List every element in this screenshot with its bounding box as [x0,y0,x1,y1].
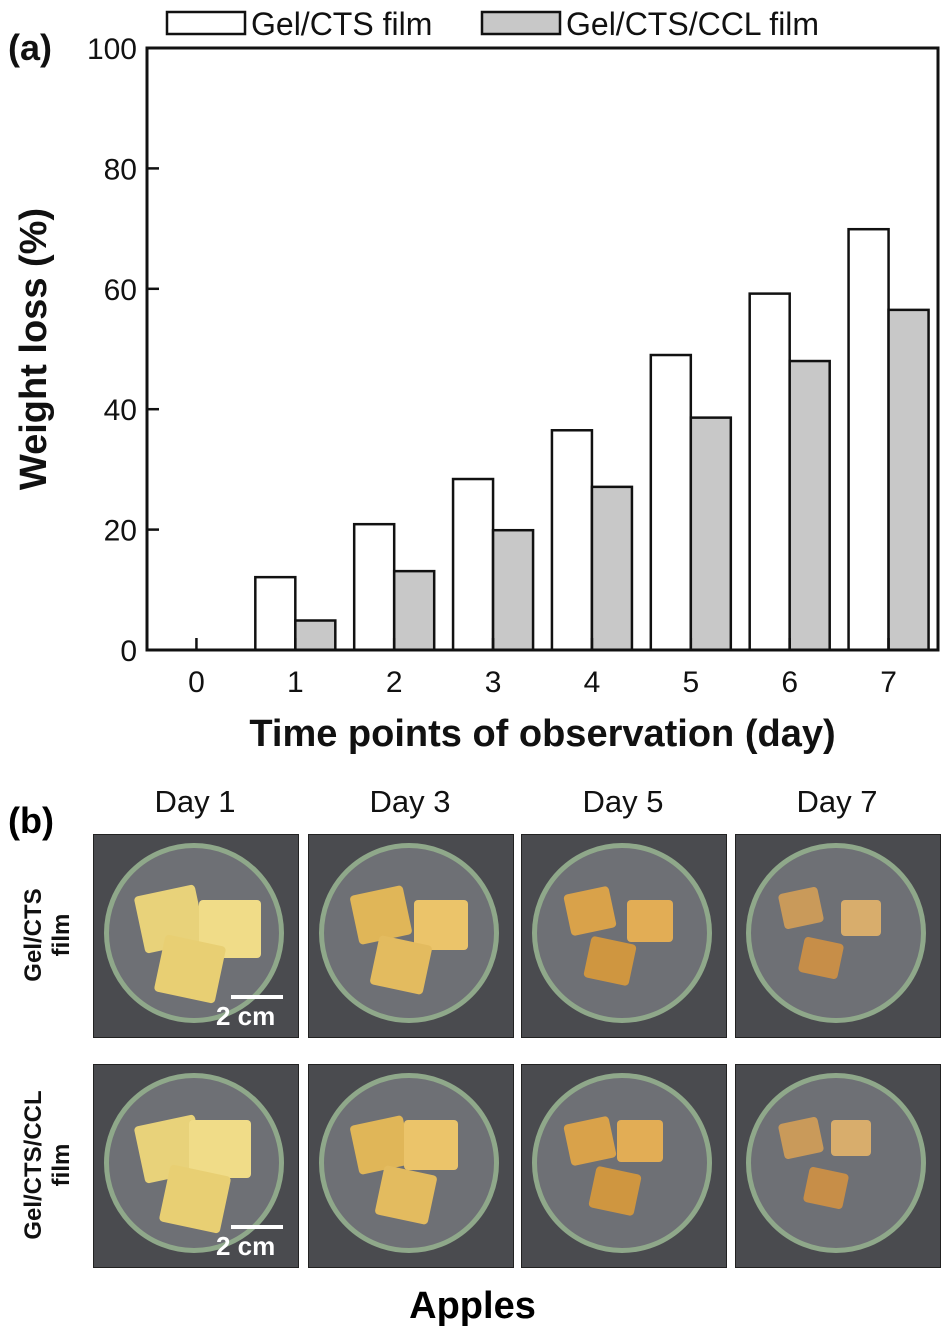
apple-piece [617,1120,663,1162]
x-tick-label: 1 [287,666,304,699]
bar-gel-cts-day-2 [352,522,396,652]
legend-swatch [165,10,247,36]
y-tick-label: 100 [87,33,137,66]
bar-gel-cts-day-7 [847,227,890,652]
apple-photo-row2-day-1: 2 cm [93,1064,299,1268]
apple-photo-row2-day-3 [308,1064,514,1268]
column-label-day-3: Day 3 [369,784,451,819]
row-label-1: Gel/CTS/CCL film [20,1090,75,1240]
bar-gel-cts-ccl-day-4 [590,485,634,652]
y-tick-label: 0 [120,635,137,668]
apple-piece [369,934,433,996]
bar-chart: 0 20 40 60 80 100 0 1 2 3 4 5 6 7 Time points of obser… [8,6,940,755]
x-tick-label: 6 [781,666,798,699]
x-tick-label: 4 [584,666,601,699]
y-tick-label: 60 [104,274,137,307]
petri-dish [532,843,712,1023]
y-tick-label: 20 [104,515,137,548]
apple-piece [831,1120,871,1156]
y-tick-label: 80 [104,153,137,186]
legend-label: Gel/CTS/CCL film [566,6,819,42]
y-axis-label: Weight loss (%) [13,208,55,490]
bar-gel-cts-ccl-day-6 [788,359,831,652]
panel-b-title: Apples [409,1285,536,1327]
apple-piece [841,900,881,936]
bar-gel-cts-day-6 [748,292,791,652]
x-tick-label: 5 [682,666,699,699]
panel-label-b: (b) [8,800,54,841]
apple-piece [414,900,468,950]
apple-piece [404,1120,458,1170]
bar-gel-cts-day-5 [649,353,693,652]
bar-gel-cts-ccl-day-2 [392,569,436,652]
apple-photo-row1-day-3 [308,834,514,1038]
apple-photo-row1-day-5 [521,834,727,1038]
legend-label: Gel/CTS film [251,6,432,42]
column-label-day-7: Day 7 [796,784,878,819]
x-axis-label: Time points of observation (day) [249,713,835,755]
column-label-day-5: Day 5 [582,784,664,819]
apple-piece [158,1164,232,1234]
legend-swatch [480,10,562,36]
scale-bar [231,995,283,999]
apple-piece [627,900,673,942]
petri-dish [746,1073,926,1253]
petri-dish [532,1073,712,1253]
bar-gel-cts-day-1 [254,575,297,652]
panel-label-a: (a) [8,27,52,68]
apple-photo-row1-day-1: 2 cm [93,834,299,1038]
y-tick-label: 40 [104,394,137,427]
scale-label: 2 cm [216,1001,276,1031]
row-label-0: Gel/CTS film [20,888,75,982]
petri-dish [746,843,926,1023]
bar-gel-cts-ccl-day-1 [294,619,337,652]
apple-photo-row1-day-7 [735,834,941,1038]
scale-label: 2 cm [216,1231,276,1261]
bar-gel-cts-ccl-day-3 [491,528,535,652]
bar-gel-cts-ccl-day-7 [887,308,930,652]
apple-piece [374,1164,438,1226]
bar-gel-cts-ccl-day-5 [689,416,733,652]
apple-piece [189,1120,251,1178]
apple-piece [153,934,227,1004]
bar-gel-cts-day-3 [451,477,495,652]
apple-photo-row2-day-5 [521,1064,727,1268]
apple-photo-row2-day-7 [735,1064,941,1268]
column-label-day-1: Day 1 [154,784,236,819]
x-tick-label: 3 [485,666,502,699]
x-tick-label: 2 [386,666,403,699]
bar-gel-cts-day-4 [550,429,594,652]
scale-bar [231,1225,283,1229]
x-tick-label: 0 [188,666,205,699]
plot-frame [145,46,940,652]
x-tick-label: 7 [880,666,897,699]
